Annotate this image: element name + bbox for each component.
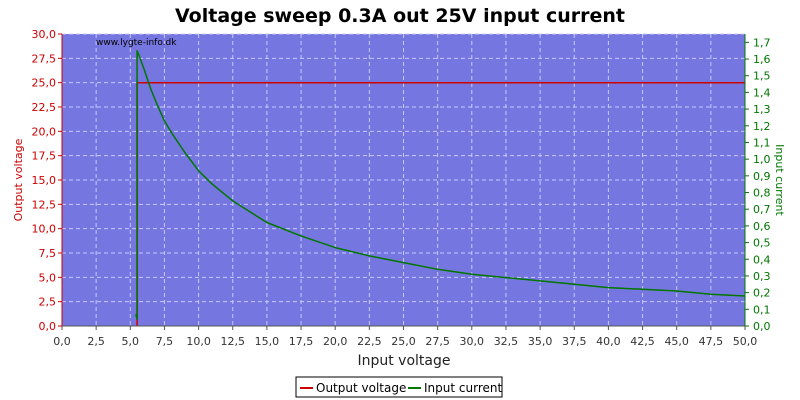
y-left-tick-label-0: 0,0 [39,320,57,333]
y-left-tick-label-11: 27,5 [32,52,57,65]
y-right-tick-label-17: 1,7 [753,36,771,49]
y-right-tick-label-4: 0,4 [753,253,771,266]
y-right-tick-label-2: 0,2 [753,287,771,300]
chart-title: Voltage sweep 0.3A out 25V input current [175,5,625,27]
x-tick-label-3: 7,5 [156,335,174,348]
y-right-tick-label-14: 1,4 [753,86,771,99]
y-right-tick-label-0: 0,0 [753,320,771,333]
x-tick-label-20: 50,0 [733,335,758,348]
y-right-tick-label-3: 0,3 [753,270,771,283]
y-right-tick-label-9: 0,9 [753,170,771,183]
y-left-tick-label-2: 5,0 [39,271,57,284]
legend-label-output-voltage: Output voltage [316,381,406,395]
y-right-tick-label-13: 1,3 [753,103,771,116]
y-left-tick-label-12: 30,0 [32,28,57,41]
y-left-tick-label-5: 12,5 [32,198,57,211]
y-right-tick-label-11: 1,1 [753,136,771,149]
y-right-tick-label-8: 0,8 [753,187,771,200]
x-tick-label-0: 0,0 [53,335,71,348]
series-layer [135,49,746,326]
y-right-tick-label-16: 1,6 [753,53,771,66]
y-right-tick-label-12: 1,2 [753,120,771,133]
y-left-tick-label-1: 2,5 [39,296,57,309]
x-tick-label-4: 10,0 [186,335,211,348]
x-tick-label-19: 47,5 [699,335,724,348]
x-tick-label-15: 37,5 [562,335,587,348]
axes [58,33,749,330]
y-right-tick-label-1: 0,1 [753,303,771,316]
x-axis-label: Input voltage [357,353,450,369]
legend-label-input-current: Input current [424,381,502,395]
x-tick-label-9: 22,5 [357,335,382,348]
x-tick-label-14: 35,0 [528,335,553,348]
y-right-tick-label-6: 0,6 [753,220,771,233]
x-tick-label-6: 15,0 [255,335,280,348]
y-left-tick-label-4: 10,0 [32,223,57,236]
y-left-tick-label-10: 25,0 [32,77,57,90]
x-tick-label-8: 20,0 [323,335,348,348]
y-right-tick-label-15: 1,5 [753,70,771,83]
x-tick-label-10: 25,0 [391,335,416,348]
y-axis-left-label: Output voltage [12,138,25,221]
y-left-tick-label-8: 20,0 [32,125,57,138]
x-tick-label-12: 30,0 [460,335,485,348]
watermark: www.lygte-info.dk [96,38,177,48]
x-tick-label-16: 40,0 [596,335,621,348]
x-tick-label-2: 5,0 [122,335,140,348]
x-tick-label-17: 42,5 [630,335,655,348]
y-left-tick-label-6: 15,0 [32,174,57,187]
legend: Output voltage Input current [295,376,503,398]
y-right-tick-label-5: 0,5 [753,237,771,250]
x-tick-label-11: 27,5 [425,335,450,348]
y-left-tick-label-7: 17,5 [32,150,57,163]
x-tick-label-18: 45,0 [664,335,689,348]
tick-labels: 0,0 2,5 5,0 7,5 10,0 12,5 15,0 17,5 20,0 22,5 25,0… [32,28,771,348]
x-tick-label-13: 32,5 [494,335,519,348]
legend-box [295,376,503,398]
y-left-tick-label-3: 7,5 [39,247,57,260]
y-axis-right-label: Input current [773,144,786,216]
y-left-tick-label-9: 22,5 [32,101,57,114]
x-tick-label-7: 17,5 [289,335,314,348]
y-right-tick-label-7: 0,7 [753,203,771,216]
x-tick-label-5: 12,5 [221,335,246,348]
y-right-tick-label-10: 1,0 [753,153,771,166]
x-tick-label-1: 2,5 [87,335,105,348]
series-line-input-current [135,49,746,321]
